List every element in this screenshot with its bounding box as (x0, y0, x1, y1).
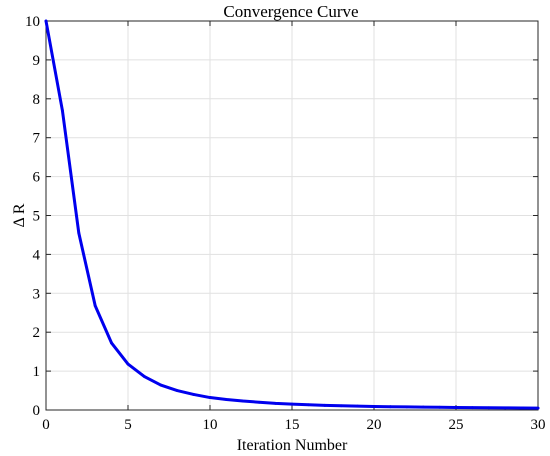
y-tick-label: 1 (33, 364, 41, 380)
data-point (405, 405, 409, 409)
data-point (274, 401, 277, 405)
data-point (110, 341, 113, 345)
data-points (44, 19, 540, 410)
chart-title: Convergence Curve (223, 2, 358, 21)
data-point (536, 406, 540, 410)
data-point (126, 362, 130, 366)
x-tick-label: 15 (285, 417, 300, 433)
x-tick-label: 0 (42, 417, 50, 433)
y-axis-label: Δ R (11, 203, 28, 227)
data-point (257, 400, 261, 404)
data-point (241, 399, 245, 403)
data-point (159, 383, 163, 387)
y-tick-label: 10 (25, 14, 40, 30)
data-point (339, 404, 343, 408)
data-point (290, 402, 294, 406)
data-point (372, 405, 376, 408)
data-point (175, 389, 179, 392)
y-tick-label: 8 (33, 92, 41, 108)
data-point (487, 406, 491, 410)
y-tick-label: 4 (33, 247, 41, 263)
data-point (438, 405, 441, 409)
x-tick-label: 30 (531, 417, 546, 433)
x-tick-label: 20 (367, 417, 382, 433)
y-tick-label: 5 (33, 209, 41, 225)
data-point (323, 403, 327, 407)
data-point (93, 304, 97, 308)
data-point (61, 109, 64, 112)
x-tick-label: 10 (203, 417, 218, 433)
y-tick-label: 9 (33, 53, 41, 69)
data-point (208, 396, 212, 399)
data-point (389, 405, 392, 409)
x-tick-labels: 0 5 10 15 20 25 30 (42, 417, 545, 433)
y-tick-label: 7 (33, 131, 41, 147)
y-tick-label: 3 (33, 286, 41, 302)
data-point (307, 403, 310, 407)
y-tick-label: 2 (33, 325, 41, 341)
y-tick-label: 6 (33, 170, 41, 186)
x-axis-label: Iteration Number (237, 437, 348, 454)
grid-lines (46, 21, 538, 410)
data-point (225, 398, 228, 401)
data-point (471, 406, 474, 410)
x-tick-label: 25 (449, 417, 464, 433)
x-tick-label: 5 (124, 417, 132, 433)
data-point (454, 406, 458, 409)
y-tick-label: 0 (33, 403, 41, 419)
data-point (356, 404, 359, 408)
data-point (192, 393, 196, 396)
y-tick-labels: 0 1 2 3 4 5 6 7 8 9 10 (25, 14, 41, 419)
data-point (520, 406, 523, 410)
data-point (421, 405, 425, 409)
data-point (44, 19, 48, 23)
data-point (503, 406, 507, 410)
data-point (143, 375, 146, 378)
axis-ticks (45, 20, 539, 411)
data-point (77, 231, 81, 235)
